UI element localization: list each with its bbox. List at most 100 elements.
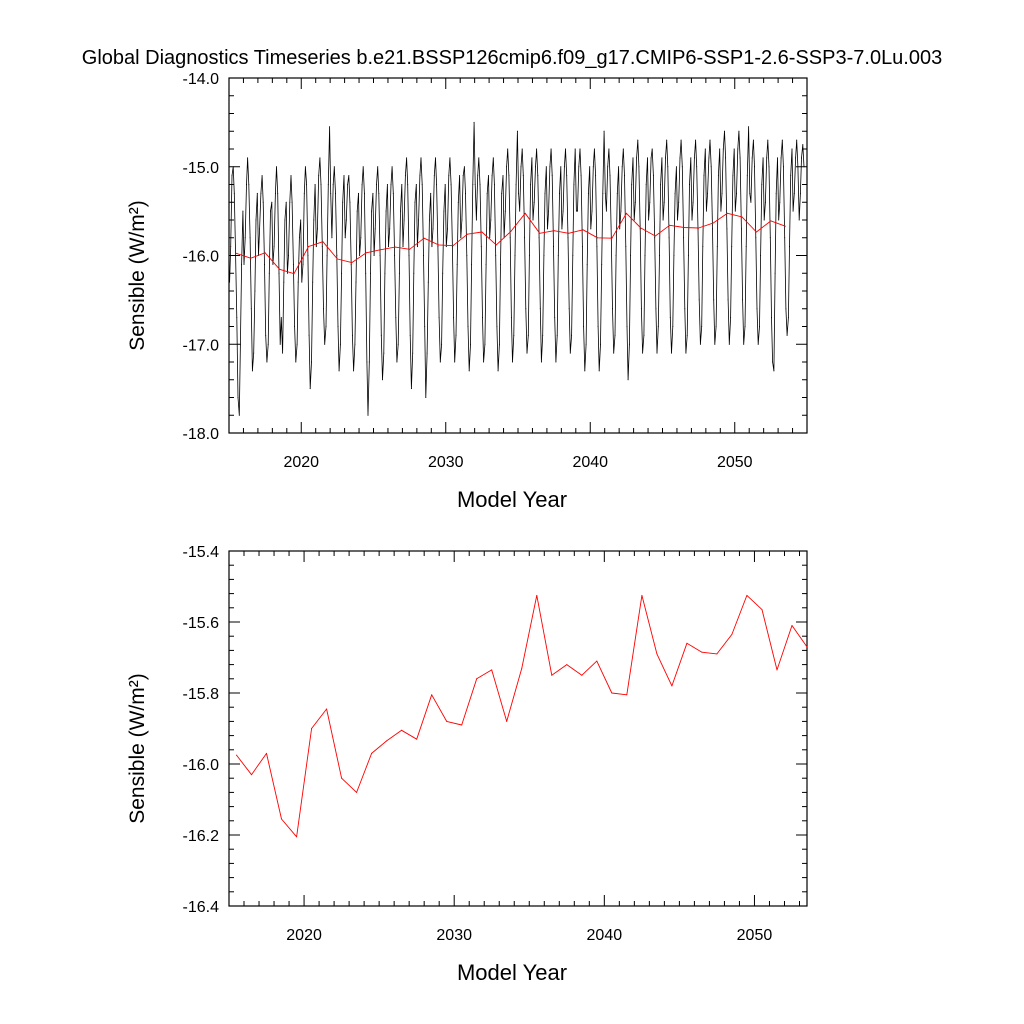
data-point <box>619 228 621 230</box>
data-point <box>527 334 529 336</box>
data-point <box>391 166 393 168</box>
data-point <box>495 255 497 256</box>
data-point <box>732 175 734 177</box>
data-point <box>444 184 446 185</box>
data-point <box>730 317 732 319</box>
data-point <box>390 184 392 185</box>
data-point <box>551 175 553 177</box>
data-point <box>781 139 783 141</box>
data-point <box>337 326 339 327</box>
data-point <box>293 273 295 275</box>
data-point <box>409 248 411 250</box>
data-point <box>626 694 628 696</box>
data-point <box>709 139 711 141</box>
data-point <box>279 343 281 345</box>
data-point <box>313 219 315 221</box>
data-point <box>621 166 623 168</box>
data-point <box>341 777 343 779</box>
data-point <box>380 334 382 336</box>
data-point <box>359 255 361 256</box>
data-point <box>400 210 401 212</box>
data-point <box>330 192 332 194</box>
data-point <box>656 653 658 655</box>
data-point <box>500 263 501 265</box>
data-point <box>457 201 459 203</box>
x-axis-ticks <box>228 551 800 906</box>
data-point <box>793 192 795 194</box>
data-point <box>466 233 468 235</box>
data-point <box>259 228 261 230</box>
y-tick-label: -16.4 <box>183 899 220 916</box>
data-point <box>712 228 713 230</box>
data-point <box>760 255 762 256</box>
data-point <box>510 317 512 319</box>
data-point <box>384 272 386 274</box>
data-point <box>320 184 322 185</box>
data-point <box>433 175 435 177</box>
data-point <box>526 352 528 354</box>
data-point <box>476 678 478 680</box>
data-point <box>607 166 609 168</box>
data-point <box>714 343 716 345</box>
data-point <box>638 166 640 168</box>
series-0 <box>236 594 808 838</box>
data-point <box>583 326 585 327</box>
data-point <box>669 224 671 226</box>
data-point <box>565 148 566 150</box>
data-point <box>612 308 613 310</box>
data-point <box>255 219 257 221</box>
data-point <box>495 244 497 246</box>
data-point <box>535 166 536 168</box>
data-point <box>756 308 758 310</box>
data-point <box>659 255 660 256</box>
data-point <box>420 157 422 159</box>
x-tick-label: 2050 <box>717 454 753 471</box>
data-point <box>780 157 782 159</box>
data-point <box>678 201 680 203</box>
data-point <box>580 175 582 177</box>
data-point <box>247 157 249 159</box>
data-point <box>790 175 792 177</box>
data-point <box>662 219 664 221</box>
y-tick-label: -15.6 <box>183 615 220 632</box>
data-point <box>728 343 730 345</box>
data-point <box>716 653 718 655</box>
data-point <box>697 228 699 230</box>
data-point <box>540 361 542 363</box>
data-point <box>601 263 603 265</box>
data-point <box>423 237 425 239</box>
data-point <box>448 175 450 177</box>
data-point <box>701 326 703 327</box>
data-point <box>239 343 241 345</box>
data-point <box>625 246 627 248</box>
data-point <box>772 361 774 363</box>
data-point <box>548 210 550 212</box>
data-point <box>796 139 798 141</box>
data-point <box>685 352 687 354</box>
data-point <box>455 334 457 336</box>
data-point <box>309 388 311 390</box>
data-point <box>681 166 683 168</box>
data-point <box>318 175 320 177</box>
data-point <box>481 231 483 233</box>
data-point <box>311 361 312 363</box>
data-point <box>771 317 772 319</box>
data-point <box>460 237 462 239</box>
data-point <box>251 370 253 372</box>
data-point <box>471 263 473 265</box>
data-point <box>349 201 351 203</box>
data-point <box>492 157 494 159</box>
data-point <box>274 192 276 194</box>
data-point <box>686 642 688 644</box>
data-point <box>752 139 754 141</box>
data-point <box>339 343 341 345</box>
data-point <box>733 148 735 150</box>
data-point <box>388 246 389 248</box>
data-point <box>336 255 338 256</box>
data-point <box>491 175 493 177</box>
data-point <box>410 388 412 390</box>
data-point <box>717 175 719 177</box>
data-point <box>461 724 463 726</box>
data-point <box>603 130 605 132</box>
data-point <box>698 227 700 229</box>
